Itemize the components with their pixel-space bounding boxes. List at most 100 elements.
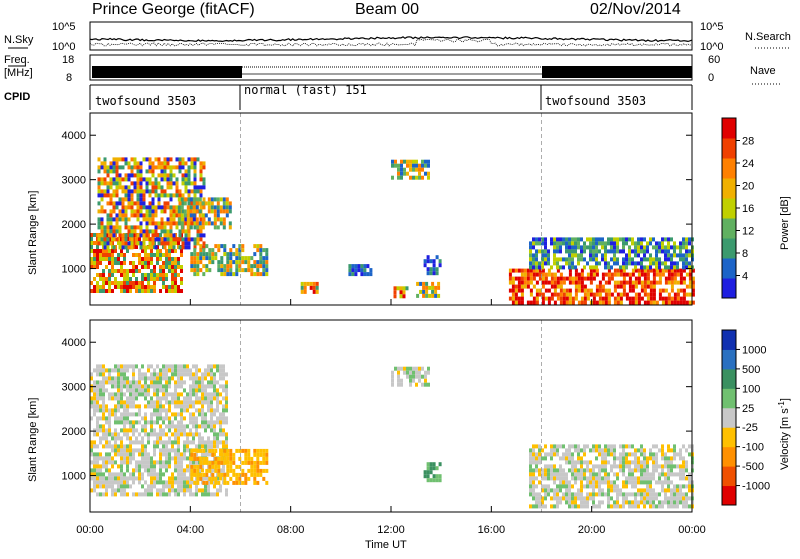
data-cell [117,269,120,273]
data-cell [202,185,206,190]
data-cell [637,476,640,481]
data-cell [190,476,194,481]
data-cell [199,464,203,469]
data-cell [682,261,685,266]
data-cell [222,364,225,369]
data-cell [186,396,189,401]
data-cell [607,480,610,485]
data-cell [165,396,168,401]
data-cell [673,492,676,497]
data-cell [123,273,126,277]
data-cell [103,193,107,198]
data-cell [225,488,228,493]
data-cell [574,496,577,501]
data-cell [634,241,637,246]
data-cell [646,265,649,270]
data-cell [565,500,568,505]
data-cell [637,492,640,497]
data-cell [193,161,197,166]
data-cell [168,492,171,497]
data-cell [138,476,141,481]
data-cell [682,464,685,469]
data-cell [108,281,111,285]
data-cell [616,500,619,505]
data-cell [535,476,538,481]
data-cell [235,256,239,261]
data-cell [418,171,421,176]
data-cell [535,484,538,489]
data-cell [112,201,116,206]
data-cell [198,444,201,449]
data-cell [180,376,183,381]
data-cell [168,245,171,249]
data-cell [208,248,212,253]
data-cell [102,416,105,421]
data-cell [562,484,565,489]
data-cell [580,272,584,277]
data-cell [162,388,165,393]
data-cell [664,496,667,501]
data-cell [193,252,197,257]
data-cell [205,456,209,461]
data-cell [676,245,679,250]
data-cell [147,281,150,285]
data-cell [643,245,646,250]
data-cell [670,496,673,501]
data-cell [637,280,641,285]
data-cell [406,171,409,176]
data-cell [96,392,99,397]
data-cell [619,488,622,493]
data-cell [124,193,128,198]
velocity-y-label: Slant Range [km] [27,398,39,482]
data-cell [421,374,424,379]
data-cell [180,253,183,257]
data-cell [108,368,111,373]
data-cell [628,460,631,465]
data-cell [565,257,568,262]
data-cell [547,253,550,258]
data-cell [625,253,628,258]
data-cell [228,201,232,206]
data-cell [109,165,113,170]
data-cell [637,300,641,305]
data-cell [673,464,676,469]
data-cell [132,456,135,461]
data-cell [676,261,679,266]
data-cell [688,276,692,281]
data-cell [628,492,631,497]
data-cell [547,476,550,481]
data-cell [144,456,147,461]
data-cell [670,276,674,281]
data-cell [120,380,123,385]
data-cell [102,376,105,381]
data-cell [538,249,541,254]
data-cell [604,272,608,277]
data-cell [598,241,601,246]
data-cell [622,500,625,505]
data-cell [685,492,688,497]
data-cell [303,285,307,290]
data-cell [99,384,102,389]
data-cell [159,424,162,429]
data-cell [202,448,206,453]
data-cell [204,444,207,449]
data-cell [171,480,174,485]
data-cell [165,376,168,381]
data-cell [399,286,403,291]
data-cell [171,273,174,277]
data-cell [115,165,119,170]
data-cell [598,292,602,297]
data-cell [601,272,605,277]
data-cell [177,273,180,277]
data-cell [550,476,553,481]
data-cell [183,380,186,385]
data-cell [529,456,532,461]
data-cell [412,175,415,180]
data-cell [93,368,96,373]
data-cell [135,412,138,417]
data-cell [199,252,203,257]
data-cell [127,161,131,166]
data-cell [532,272,536,277]
data-cell [132,392,135,397]
data-cell [529,476,532,481]
